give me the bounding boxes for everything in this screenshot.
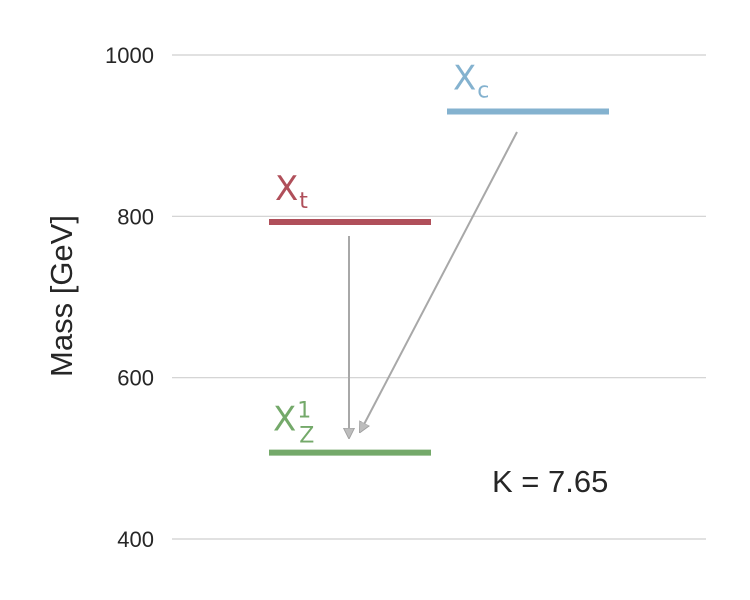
level-label-xz: X1 Z	[273, 399, 314, 449]
grid	[172, 54, 706, 540]
y-axis-ticks: 400 600 800 1000	[105, 43, 154, 552]
y-tick-label: 1000	[105, 43, 154, 68]
y-tick-label: 800	[117, 204, 154, 229]
k-annotation: K = 7.65	[492, 464, 608, 499]
transitions	[349, 131, 518, 438]
level-label-xc: Xc	[453, 58, 489, 103]
transition-arrow-xc-to-xz	[360, 131, 518, 432]
y-axis-title: Mass [GeV]	[44, 215, 79, 377]
y-tick-label: 400	[117, 527, 154, 552]
level-label-xt: Xt	[275, 169, 308, 214]
y-tick-label: 600	[117, 366, 154, 391]
level-labels: Xt Xc X1 Z	[273, 58, 489, 448]
mass-levels	[269, 108, 609, 456]
